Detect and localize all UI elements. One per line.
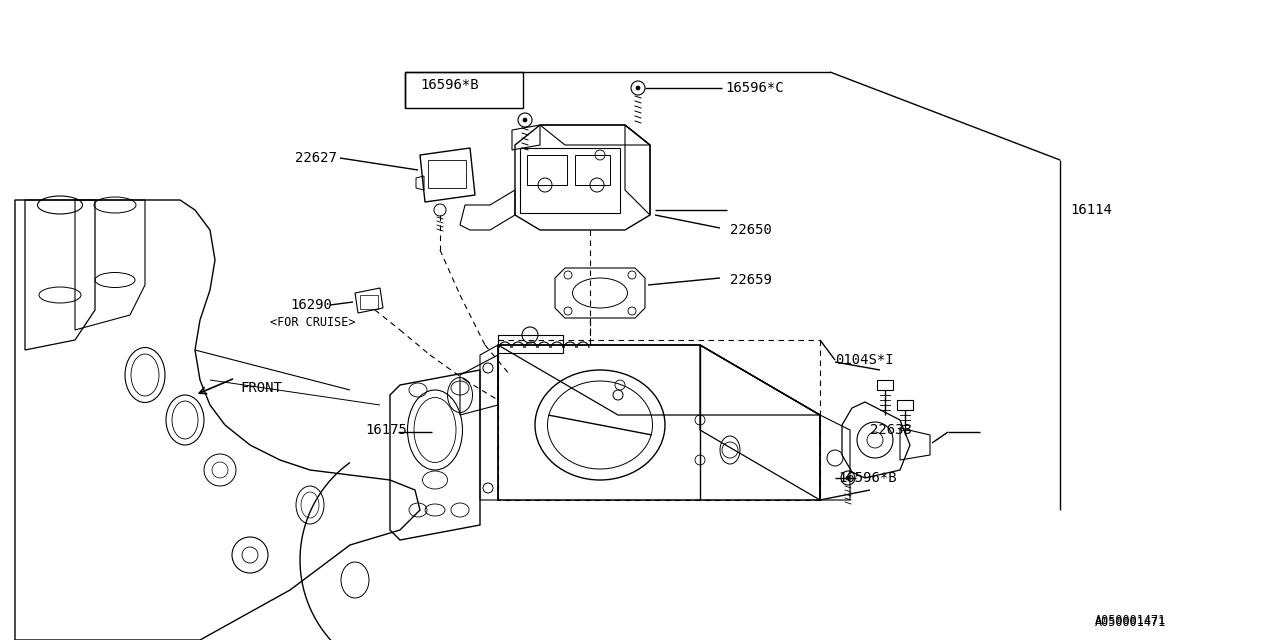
Text: 22633: 22633 (870, 423, 911, 437)
Text: A050001471: A050001471 (1094, 614, 1166, 627)
Text: 22650: 22650 (730, 223, 772, 237)
Text: 16596*B: 16596*B (420, 78, 479, 92)
Text: A050001471: A050001471 (1094, 616, 1166, 628)
Bar (360, 295, 378, 309)
Text: 16596*B: 16596*B (838, 471, 896, 485)
Text: 16290: 16290 (291, 298, 332, 312)
Bar (520, 148, 620, 213)
Bar (404, 72, 524, 108)
Text: 16596*C: 16596*C (724, 81, 783, 95)
Text: 22627: 22627 (294, 151, 337, 165)
Bar (575, 155, 611, 185)
Text: FRONT: FRONT (241, 381, 282, 395)
Text: 16114: 16114 (1070, 203, 1112, 217)
Text: 16175: 16175 (365, 423, 407, 437)
Bar (527, 155, 567, 185)
Circle shape (846, 476, 850, 480)
Text: 0104S*I: 0104S*I (835, 353, 893, 367)
Circle shape (636, 86, 640, 90)
Text: <FOR CRUISE>: <FOR CRUISE> (270, 317, 356, 330)
Text: 22659: 22659 (730, 273, 772, 287)
Bar (428, 160, 466, 188)
Bar (498, 335, 563, 353)
Circle shape (524, 118, 527, 122)
